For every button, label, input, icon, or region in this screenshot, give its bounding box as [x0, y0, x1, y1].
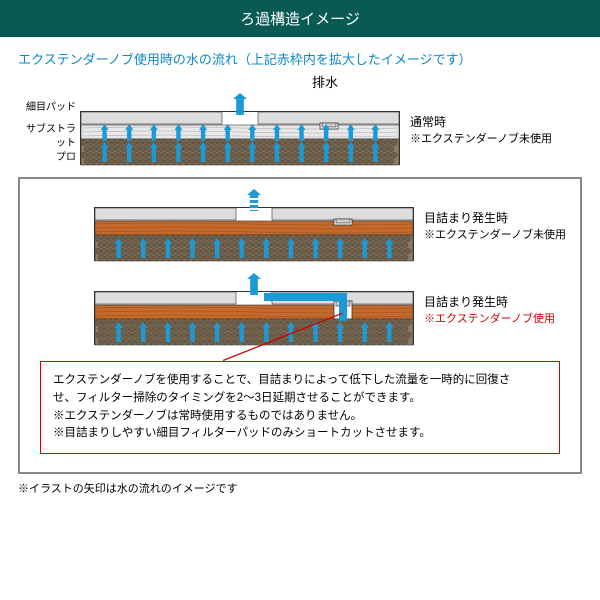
info-line-1: エクステンダーノブを使用することで、目詰まりによって低下した流量を一時的に回復さ [53, 372, 547, 390]
footnote: ※イラストの矢印は水の流れのイメージです [0, 478, 600, 506]
label-substrate-1: サブストラット [18, 123, 76, 151]
info-line-4: ※目詰まりしやすい細目フィルターパッドのみショートカットさせます。 [53, 425, 547, 443]
right-normal: 通常時 ※エクステンダーノブ未使用 [400, 113, 582, 148]
state-note-normal: ※エクステンダーノブ未使用 [410, 131, 582, 148]
row-normal: 細目パッド サブストラット プロ 通常時 ※エクステンダーノブ未使用 [18, 93, 582, 167]
left-labels: 細目パッド サブストラット プロ [18, 95, 80, 165]
header-title: ろ過構造イメージ [240, 11, 360, 28]
state-title-normal: 通常時 [410, 113, 582, 131]
info-line-3: ※エクステンダーノブは常時使用するものではありません。 [53, 408, 547, 426]
subtitle: エクステンダーノブ使用時の水の流れ（上記赤枠内を拡大したイメージです） [18, 49, 582, 68]
info-box: エクステンダーノブを使用することで、目詰まりによって低下した流量を一時的に回復さ… [40, 361, 560, 454]
diagram-normal [80, 93, 400, 167]
state-title-clog1: 目詰まり発生時 [424, 209, 568, 227]
drain-label: 排水 [68, 72, 582, 91]
header-bar: ろ過構造イメージ [0, 0, 600, 37]
state-note-clog2: ※エクステンダーノブ使用 [424, 311, 568, 328]
right-clog1: 目詰まり発生時 ※エクステンダーノブ未使用 [414, 209, 568, 244]
row-clog-2: 目詰まり発生時 ※エクステンダーノブ使用 [32, 273, 568, 347]
row-clog-1: 目詰まり発生時 ※エクステンダーノブ未使用 [32, 189, 568, 263]
main-container: エクステンダーノブ使用時の水の流れ（上記赤枠内を拡大したイメージです） 排水 細… [0, 37, 600, 478]
boxed-group: 目詰まり発生時 ※エクステンダーノブ未使用 目詰まり発生時 ※エクステンダーノブ… [18, 177, 582, 474]
state-note-clog1: ※エクステンダーノブ未使用 [424, 227, 568, 244]
state-title-clog2: 目詰まり発生時 [424, 293, 568, 311]
label-pad: 細目パッド [18, 101, 76, 115]
diagram-clog2 [94, 273, 414, 347]
info-line-2: せ、フィルター掃除のタイミングを2～3日延期させることができます。 [53, 390, 547, 408]
right-clog2: 目詰まり発生時 ※エクステンダーノブ使用 [414, 293, 568, 328]
label-substrate-2: プロ [18, 151, 76, 165]
diagram-clog1 [94, 189, 414, 263]
